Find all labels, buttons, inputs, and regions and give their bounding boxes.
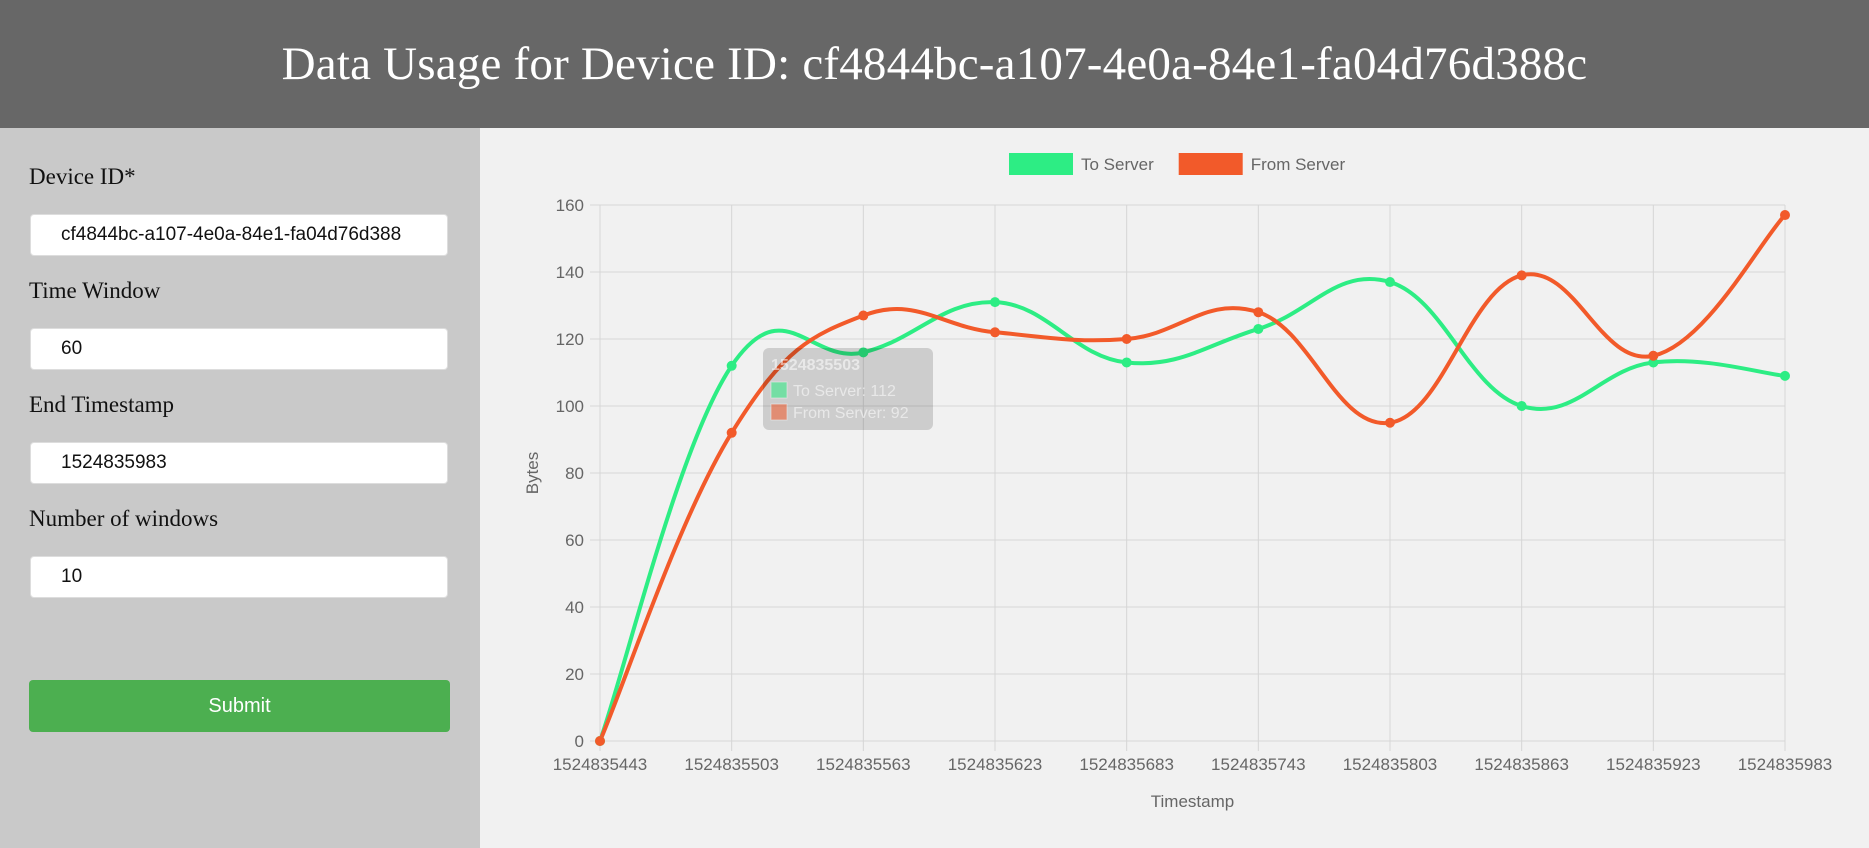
legend-label-to-server[interactable]: To Server [1081,155,1154,174]
data-point-to-server[interactable] [1780,370,1790,381]
tooltip-swatch [770,381,788,399]
submit-button[interactable]: Submit [29,680,450,732]
data-point-to-server[interactable] [858,347,869,358]
data-point-from-server[interactable] [1516,270,1527,281]
usage-line-chart: 0 20 40 60 80 100 120 140 160 1524835443 152483550… [523,153,1833,811]
y-tick-label: 0 [575,732,584,751]
data-point-to-server[interactable] [726,360,737,371]
data-point-to-server[interactable] [1121,357,1132,368]
data-point-from-server[interactable] [1780,210,1790,221]
data-point-from-server[interactable] [726,427,737,438]
end-timestamp-label: End Timestamp [29,392,175,417]
page-header: Data Usage for Device ID: cf4844bc-a107-… [0,0,1869,128]
x-tick-label: 1524835983 [1738,755,1833,774]
end-timestamp-input[interactable] [30,442,448,484]
y-tick-label: 100 [556,397,584,416]
device-id-label: Device ID* [29,164,136,189]
query-form: Device ID* Time Window End Timestamp Num… [0,128,480,848]
series-line-to-server [598,276,1786,742]
y-axis-title: Bytes [523,452,542,495]
tooltip-line: From Server: 92 [793,405,909,422]
num-windows-label: Number of windows [29,506,219,531]
legend-swatch-to-server[interactable] [1009,153,1073,175]
x-axis-title: Timestamp [1151,792,1234,811]
data-point-from-server[interactable] [1253,307,1264,318]
time-window-label: Time Window [29,278,161,303]
data-point-from-server[interactable] [990,327,1000,338]
x-tick-label: 1524835923 [1606,755,1701,774]
time-window-input[interactable] [30,328,448,370]
num-windows-input[interactable] [30,556,448,598]
x-tick-label: 1524835443 [553,755,648,774]
legend-label-from-server[interactable]: From Server [1251,155,1346,174]
y-tick-label: 60 [565,531,584,550]
data-point-from-server[interactable] [1648,350,1659,361]
x-tick-label: 1524835503 [684,755,779,774]
data-point-from-server[interactable] [1385,417,1395,428]
x-tick-label: 1524835863 [1474,755,1569,774]
y-tick-label: 80 [565,464,584,483]
x-tick-label: 1524835563 [816,755,911,774]
data-point-to-server[interactable] [990,297,1000,308]
y-tick-label: 120 [556,330,584,349]
y-tick-label: 20 [565,665,584,684]
data-point-to-server[interactable] [1385,277,1395,288]
x-tick-label: 1524835743 [1211,755,1306,774]
device-id-input[interactable] [30,214,448,256]
y-tick-label: 140 [556,263,584,282]
x-tick-label: 1524835803 [1343,755,1438,774]
chart-tooltip [763,348,933,430]
chart-panel: 0 20 40 60 80 100 120 140 160 1524835443 152483550… [480,128,1869,848]
tooltip-line: To Server: 112 [793,383,896,400]
y-tick-label: 160 [556,196,584,215]
x-tick-label: 1524835623 [948,755,1043,774]
legend-swatch-from-server[interactable] [1178,153,1243,175]
data-point-from-server[interactable] [595,736,605,746]
data-point-from-server[interactable] [858,310,869,321]
y-tick-label: 40 [565,598,584,617]
x-tick-label: 1524835683 [1079,755,1174,774]
data-point-to-server[interactable] [1516,401,1527,411]
page-title: Data Usage for Device ID: cf4844bc-a107-… [281,38,1588,90]
tooltip-swatch [770,403,788,421]
data-point-from-server[interactable] [1121,334,1132,344]
tooltip-title: 1524835503 [771,357,860,374]
series-line-from-server [598,213,1787,742]
data-point-to-server[interactable] [1253,323,1264,334]
